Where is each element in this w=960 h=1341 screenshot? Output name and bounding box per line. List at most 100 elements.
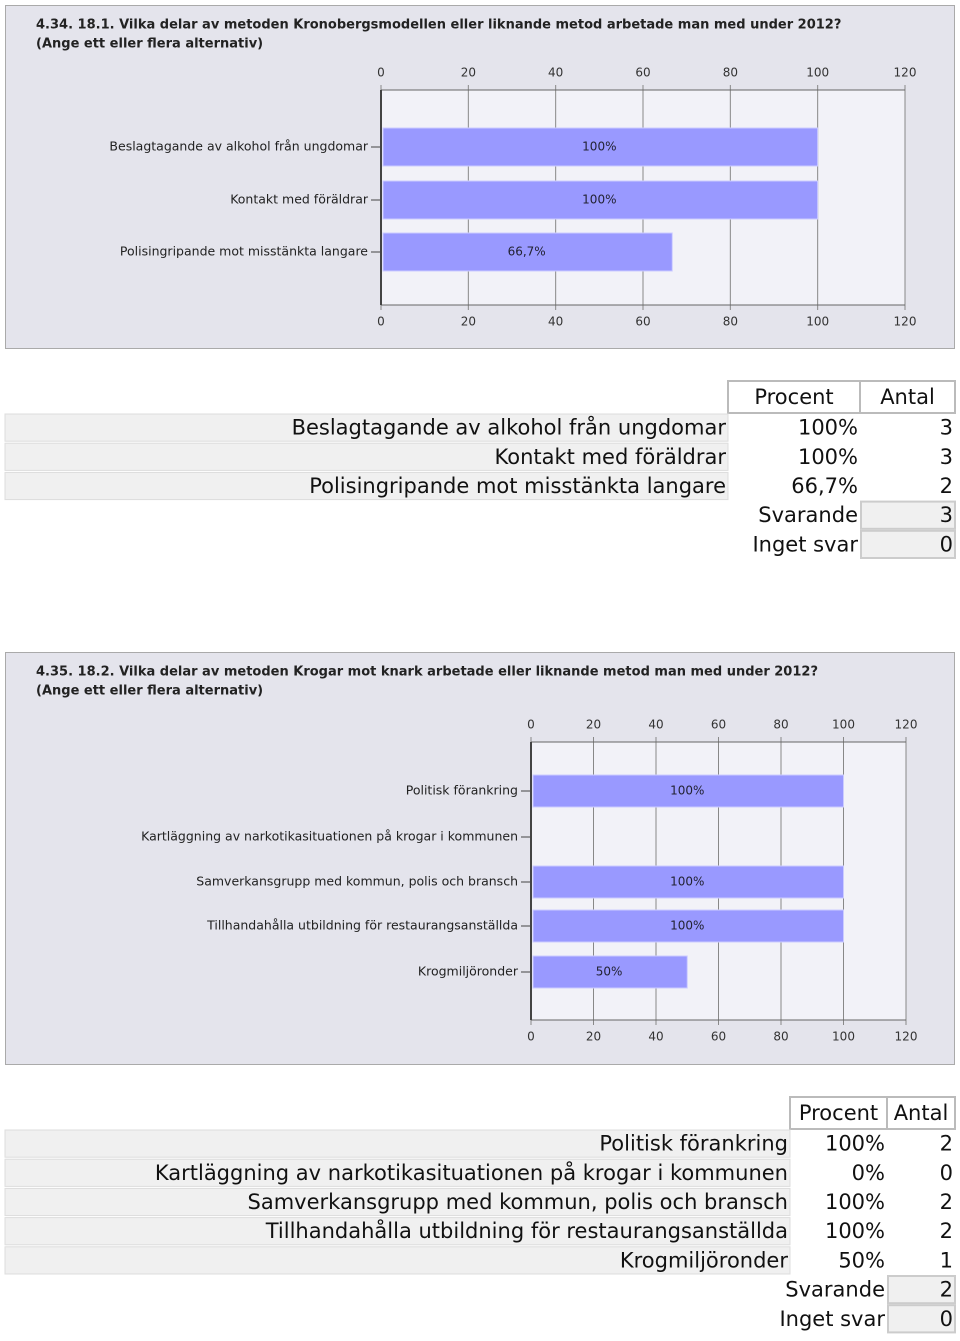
count-cell: 2 <box>940 1219 953 1243</box>
summary-label: Inget svar <box>779 1307 885 1331</box>
summary-cell <box>860 529 956 559</box>
count-cell: 2 <box>940 1132 953 1156</box>
row-label: Kartläggning av narkotikasituationen på … <box>155 1160 788 1185</box>
x-tick-label: 60 <box>711 718 726 732</box>
x-tick-label: 40 <box>548 315 563 329</box>
x-tick-label: 40 <box>648 718 663 732</box>
percent-cell: 100% <box>825 1190 885 1214</box>
column-header: Antal <box>880 385 935 409</box>
value-label: 100% <box>670 919 704 933</box>
row-label: Polisingripande mot misstänkta langare <box>309 474 726 498</box>
summary-label: Inget svar <box>752 532 858 556</box>
x-tick-label: 80 <box>773 718 788 732</box>
row-label-cell <box>4 1129 791 1158</box>
chart-title: 4.35. 18.2. Vilka delar av metoden Kroga… <box>36 665 818 680</box>
category-label: Politisk förankring <box>406 783 518 798</box>
x-tick-label: 80 <box>773 1030 788 1044</box>
category-label: Beslagtagande av alkohol från ungdomar <box>109 139 368 154</box>
x-tick-label: 120 <box>894 315 917 329</box>
row-label-cell <box>4 1246 791 1275</box>
summary-cell <box>887 1275 956 1305</box>
count-cell: 1 <box>940 1248 953 1272</box>
x-tick-label: 20 <box>461 315 476 329</box>
x-tick-label: 0 <box>377 66 385 80</box>
count-cell: 3 <box>940 416 953 440</box>
x-tick-label: 0 <box>527 718 535 732</box>
category-label: Tillhandahålla utbildning för restaurang… <box>206 918 518 933</box>
category-label: Kartläggning av narkotikasituationen på … <box>141 829 518 844</box>
row-label-cell <box>4 471 729 501</box>
count-cell: 0 <box>940 1161 953 1185</box>
row-label: Beslagtagande av alkohol från ungdomar <box>292 415 727 440</box>
x-tick-label: 80 <box>723 66 738 80</box>
x-tick-label: 20 <box>461 66 476 80</box>
x-tick-label: 100 <box>806 315 829 329</box>
x-tick-label: 80 <box>723 315 738 329</box>
x-tick-label: 60 <box>635 66 650 80</box>
x-tick-label: 60 <box>635 315 650 329</box>
row-label-cell <box>4 1187 791 1217</box>
x-tick-label: 100 <box>832 718 855 732</box>
x-tick-label: 40 <box>548 66 563 80</box>
row-label: Samverkansgrupp med kommun, polis och br… <box>248 1190 788 1214</box>
header-cell <box>886 1096 956 1130</box>
summary-label: Svarande <box>785 1278 885 1302</box>
row-label-cell <box>4 1158 791 1187</box>
percent-cell: 100% <box>798 445 858 469</box>
category-label: Kontakt med föräldrar <box>230 192 369 207</box>
summary-cell <box>860 500 956 530</box>
percent-cell: 66,7% <box>791 474 858 498</box>
x-tick-label: 40 <box>648 1030 663 1044</box>
bar <box>382 232 673 272</box>
x-tick-label: 120 <box>894 66 917 80</box>
chart-subtitle: (Ange ett eller flera alternativ) <box>36 37 263 52</box>
x-tick-label: 0 <box>527 1030 535 1044</box>
bar <box>382 180 819 220</box>
row-label-cell <box>4 413 729 442</box>
percent-cell: 50% <box>838 1248 885 1272</box>
row-label-cell <box>4 1217 791 1246</box>
row-label-cell <box>4 442 729 471</box>
summary-cell <box>887 1304 956 1334</box>
x-tick-label: 20 <box>586 718 601 732</box>
percent-cell: 100% <box>825 1132 885 1156</box>
summary-count: 0 <box>940 1307 953 1331</box>
value-label: 50% <box>596 965 623 979</box>
value-label: 100% <box>582 140 616 154</box>
row-label: Tillhandahålla utbildning för restaurang… <box>265 1218 788 1243</box>
count-cell: 2 <box>940 474 953 498</box>
percent-cell: 100% <box>825 1219 885 1243</box>
value-label: 100% <box>670 784 704 798</box>
column-header: Procent <box>799 1101 878 1125</box>
header-cell <box>727 380 861 414</box>
bar <box>532 909 844 943</box>
row-label: Politisk förankring <box>599 1132 788 1156</box>
category-label: Samverkansgrupp med kommun, polis och br… <box>196 874 518 889</box>
value-label: 66,7% <box>508 245 546 259</box>
bar <box>382 127 819 167</box>
category-label: Krogmiljöronder <box>418 964 519 979</box>
value-label: 100% <box>582 193 616 207</box>
count-cell: 3 <box>940 445 953 469</box>
x-tick-label: 100 <box>832 1030 855 1044</box>
value-label: 100% <box>670 875 704 889</box>
header-cell <box>789 1096 888 1130</box>
x-tick-label: 60 <box>711 1030 726 1044</box>
x-tick-label: 20 <box>586 1030 601 1044</box>
category-label: Polisingripande mot misstänkta langare <box>120 244 368 259</box>
x-tick-label: 120 <box>895 718 918 732</box>
summary-count: 3 <box>940 503 953 527</box>
x-tick-label: 0 <box>377 315 385 329</box>
x-tick-label: 120 <box>895 1030 918 1044</box>
column-header: Procent <box>754 385 833 409</box>
summary-count: 2 <box>940 1278 953 1302</box>
header-cell <box>859 380 956 414</box>
summary-label: Svarande <box>758 503 858 527</box>
row-label: Kontakt med föräldrar <box>495 445 727 469</box>
bar <box>532 865 844 899</box>
row-label: Krogmiljöronder <box>620 1248 789 1272</box>
percent-cell: 0% <box>852 1161 885 1185</box>
summary-count: 0 <box>940 532 953 556</box>
